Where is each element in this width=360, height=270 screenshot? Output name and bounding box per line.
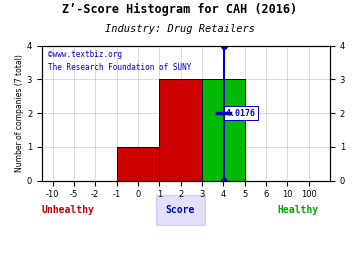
Bar <box>117 147 159 181</box>
Text: Score: Score <box>166 205 195 215</box>
Bar <box>159 79 202 181</box>
Text: Healthy: Healthy <box>277 205 319 215</box>
Text: The Research Foundation of SUNY: The Research Foundation of SUNY <box>48 63 191 72</box>
Text: ©www.textbiz.org: ©www.textbiz.org <box>48 50 122 59</box>
Y-axis label: Number of companies (7 total): Number of companies (7 total) <box>15 54 24 172</box>
Text: Z’-Score Histogram for CAH (2016): Z’-Score Histogram for CAH (2016) <box>62 3 298 16</box>
Text: Industry: Drug Retailers: Industry: Drug Retailers <box>105 24 255 34</box>
Text: Unhealthy: Unhealthy <box>42 205 95 215</box>
Text: 4.0176: 4.0176 <box>226 109 256 117</box>
Bar <box>202 79 244 181</box>
